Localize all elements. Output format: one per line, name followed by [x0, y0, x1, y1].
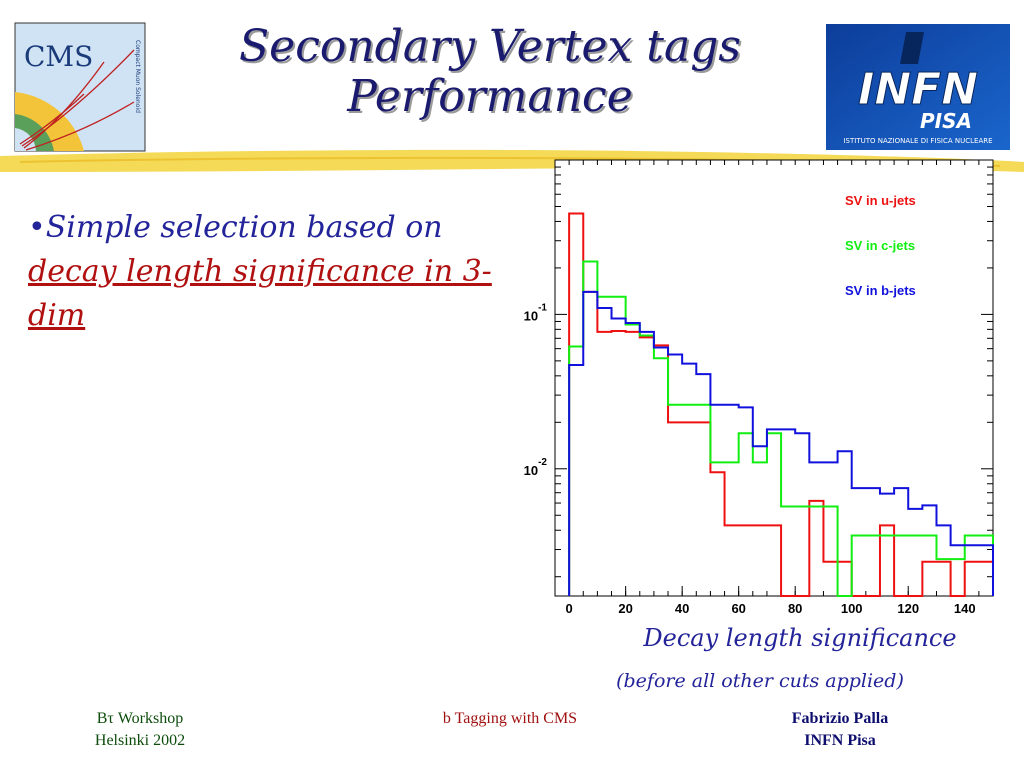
legend-entry-3: SV in b-jets [845, 283, 916, 298]
footer-left: Bτ Workshop Helsinki 2002 [60, 708, 220, 752]
x-tick-label: 100 [841, 601, 863, 616]
legend-entry-1: SV in u-jets [845, 193, 916, 208]
series-line-1 [568, 212, 994, 597]
infn-logo-tagline: ISTITUTO NAZIONALE DI FISICA NUCLEARE [843, 137, 992, 145]
title-line-1: Secondary Vertex tags [239, 21, 741, 72]
x-tick-label: 40 [675, 601, 689, 616]
cms-logo: CMS Compact Muon Solenoid [14, 22, 146, 152]
plot-frame [554, 159, 994, 597]
infn-logo-text: INFN [858, 64, 978, 115]
infn-logo-sub: PISA [920, 109, 972, 133]
footer-workshop: Bτ Workshop [96, 710, 184, 727]
infn-logo: INFN PISA ISTITUTO NAZIONALE DI FISICA N… [826, 24, 1010, 150]
bullet-point: •Simple selection based on decay length … [28, 206, 498, 338]
bullet-plain-text: •Simple selection based on [28, 210, 443, 245]
cms-logo-text: CMS [24, 40, 93, 73]
x-tick-label: 60 [731, 601, 745, 616]
x-axis-label: Decay length significance [643, 624, 957, 652]
footer-center: b Tagging with CMS [442, 710, 578, 727]
footer-location: Helsinki 2002 [94, 732, 186, 749]
slide-title: Secondary Vertex tags Performance [160, 22, 820, 122]
cms-logo-subtext: Compact Muon Solenoid [134, 40, 141, 113]
x-axis-note: (before all other cuts applied) [616, 670, 904, 692]
y-tick-label: 10-1 [524, 302, 548, 323]
bullet-highlight-text: decay length significance in 3-dim [28, 254, 492, 333]
x-tick-label: 20 [618, 601, 632, 616]
title-line-2: Performance [347, 71, 633, 122]
x-tick-label: 140 [954, 601, 976, 616]
x-tick-label: 0 [566, 601, 573, 616]
legend-entry-2: SV in c-jets [845, 238, 915, 253]
histogram-chart: 0 20 40 60 80 100 120 140 10-1 10-2 SV in u-jets S… [524, 159, 994, 616]
footer-author: Fabrizio Palla [791, 710, 889, 727]
y-tick-label: 10-2 [524, 457, 548, 478]
x-tick-label: 120 [897, 601, 919, 616]
x-tick-label: 80 [788, 601, 802, 616]
series-line-3 [568, 290, 994, 596]
footer-affiliation: INFN Pisa [804, 732, 876, 749]
footer-right: Fabrizio Palla INFN Pisa [760, 708, 920, 752]
